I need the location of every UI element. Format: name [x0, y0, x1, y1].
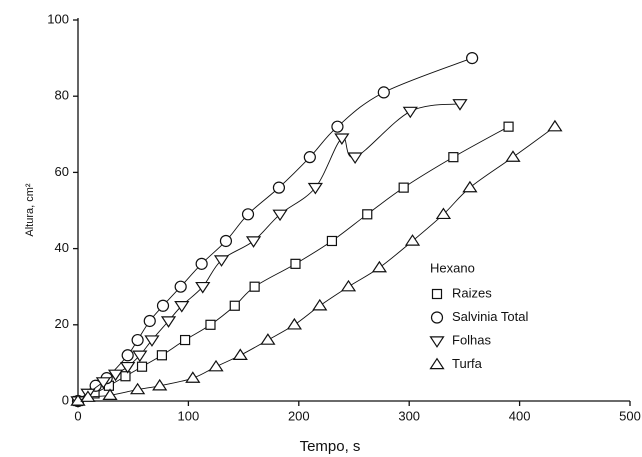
x-axis-label: Tempo, s — [300, 438, 361, 455]
y-tick-label: 80 — [55, 88, 69, 103]
x-tick-label: 400 — [509, 408, 531, 423]
marker-circle — [466, 51, 479, 65]
marker-triangle-down — [70, 394, 86, 406]
marker-triangle-down — [435, 207, 452, 220]
x-tick-label: 500 — [619, 408, 641, 423]
marker-triangle-up — [132, 350, 148, 363]
marker-circle — [377, 86, 390, 99]
fit-curve — [77, 57, 473, 402]
legend-label: Raizes — [452, 285, 492, 300]
marker-square — [362, 209, 373, 220]
fit-curve — [77, 126, 556, 402]
marker-triangle-up — [95, 377, 112, 389]
marker-triangle-up — [402, 106, 418, 119]
marker-triangle-down — [260, 333, 276, 345]
y-tick-label: 60 — [55, 164, 69, 179]
marker-square — [136, 361, 148, 372]
marker-triangle-down — [429, 357, 445, 370]
marker-triangle-down — [185, 371, 201, 383]
marker-square — [205, 319, 216, 330]
marker-square — [249, 281, 260, 292]
fit-curve — [77, 126, 509, 402]
marker-triangle-down — [404, 234, 421, 246]
y-tick-label: 20 — [55, 316, 69, 331]
marker-circle — [219, 234, 233, 248]
marker-triangle-down — [462, 180, 478, 193]
marker-triangle-down — [286, 317, 302, 330]
y-tick-label: 100 — [47, 11, 69, 26]
marker-triangle-up — [347, 152, 363, 165]
marker-triangle-down — [371, 260, 388, 273]
legend-label: Turfa — [452, 356, 483, 371]
marker-triangle-down — [152, 378, 168, 391]
marker-square — [503, 121, 514, 132]
marker-square — [398, 182, 409, 193]
x-tick-label: 100 — [178, 408, 200, 423]
marker-square — [120, 371, 131, 382]
marker-square — [431, 288, 443, 300]
marker-triangle-down — [312, 298, 328, 311]
marker-triangle-down — [547, 119, 563, 132]
marker-circle — [143, 314, 156, 328]
marker-triangle-down — [505, 150, 521, 162]
marker-triangle-up — [429, 336, 445, 348]
marker-triangle-up — [174, 301, 190, 313]
marker-triangle-up — [107, 369, 124, 382]
marker-triangle-up — [452, 99, 468, 111]
marker-triangle-up — [334, 133, 350, 145]
y-axis-label: Altura, cm² — [24, 183, 36, 237]
legend-label: Salvinia Total — [452, 309, 528, 324]
legend-label: Folhas — [452, 332, 492, 347]
marker-triangle-down — [340, 279, 357, 292]
marker-triangle-down — [232, 348, 248, 361]
marker-square — [229, 300, 240, 311]
marker-triangle-up — [213, 255, 230, 267]
legend-title: Hexano — [430, 260, 475, 275]
marker-square — [448, 152, 459, 163]
marker-circle — [331, 120, 344, 133]
y-tick-label: 0 — [62, 392, 69, 407]
marker-circle — [303, 151, 316, 164]
marker-triangle-up — [307, 182, 323, 195]
marker-circle — [174, 280, 187, 293]
marker-square — [326, 235, 338, 247]
marker-circle — [121, 349, 134, 362]
marker-circle — [156, 299, 170, 312]
marker-circle — [430, 311, 444, 324]
marker-circle — [241, 208, 255, 221]
marker-triangle-up — [160, 316, 177, 328]
marker-triangle-up — [272, 209, 288, 222]
x-tick-label: 200 — [288, 408, 310, 423]
marker-triangle-down — [80, 390, 96, 402]
marker-triangle-down — [130, 382, 146, 395]
fit-curve — [77, 103, 461, 402]
y-tick-label: 40 — [55, 240, 69, 255]
marker-triangle-up — [245, 236, 262, 248]
marker-triangle-down — [102, 388, 118, 401]
marker-square — [179, 334, 191, 346]
marker-circle — [195, 257, 208, 270]
marker-square — [156, 350, 168, 361]
marker-triangle-up — [195, 281, 211, 294]
marker-circle — [131, 333, 144, 347]
marker-square — [290, 258, 301, 269]
marker-circle — [272, 181, 286, 194]
marker-triangle-up — [144, 335, 160, 347]
marker-circle — [89, 379, 102, 392]
x-tick-label: 0 — [74, 408, 81, 423]
marker-triangle-down — [208, 359, 224, 372]
marker-triangle-up — [120, 361, 136, 374]
x-tick-label: 300 — [398, 408, 420, 423]
